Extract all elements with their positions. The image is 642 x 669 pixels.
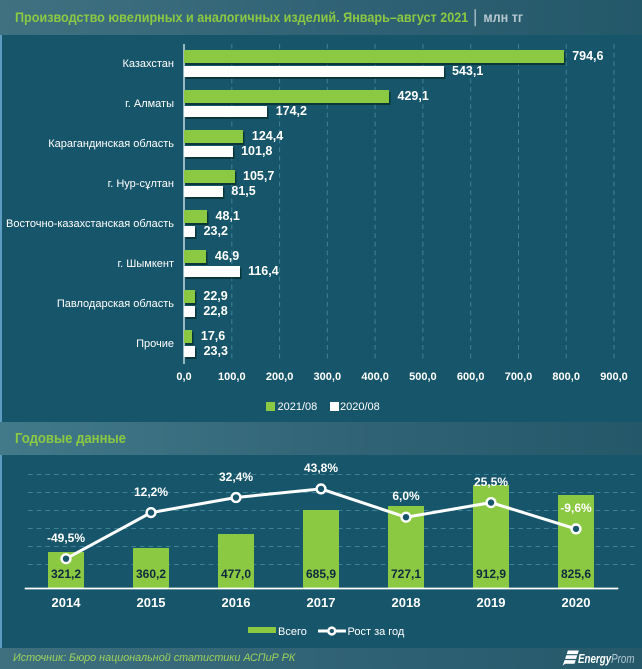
svg-text:EnergyProm: EnergyProm [578, 652, 635, 666]
